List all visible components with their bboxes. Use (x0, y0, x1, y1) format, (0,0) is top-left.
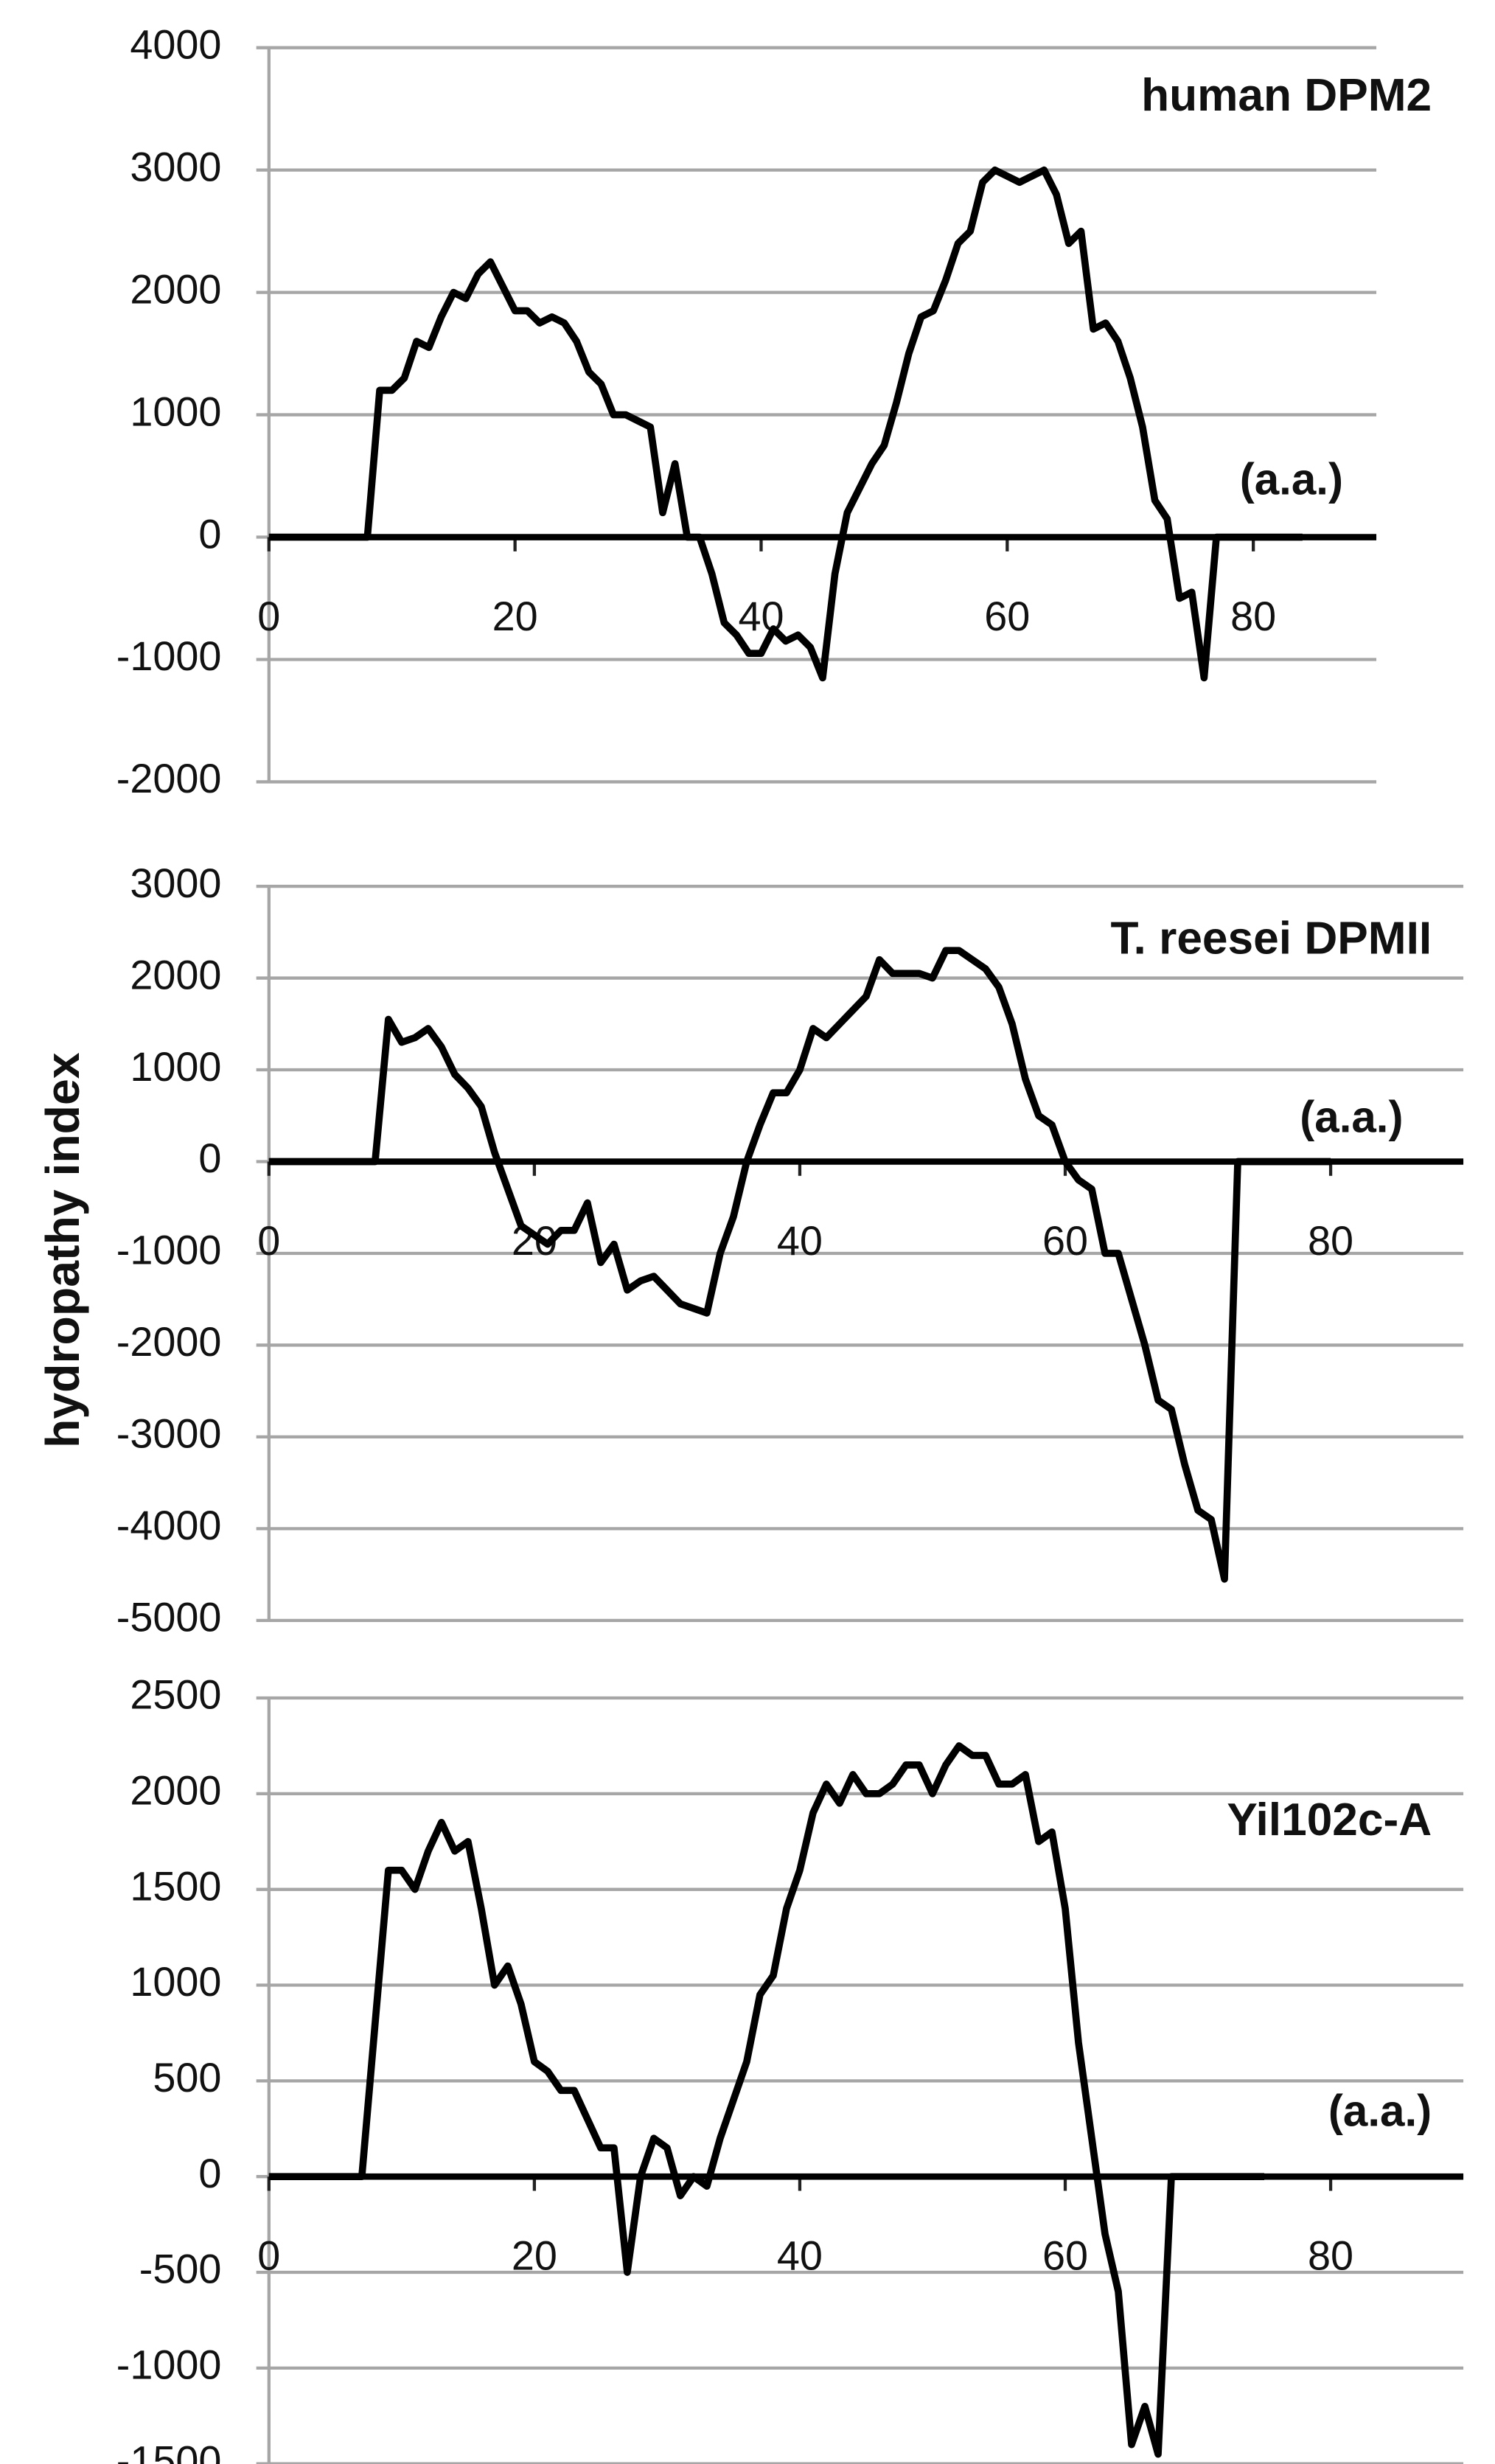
data-line (268, 947, 1331, 1583)
x-tick-label: 20 (492, 593, 538, 639)
x-tick-label: 20 (512, 2232, 557, 2279)
y-tick-label: 0 (198, 1135, 221, 1181)
y-tick-label: 0 (198, 2150, 221, 2196)
x-tick-label: 80 (1230, 593, 1276, 639)
y-tick-label: 2000 (130, 951, 221, 998)
y-tick-label: -1000 (116, 1227, 222, 1273)
y-tick-label: -2000 (116, 755, 222, 801)
x-tick-label: 60 (1042, 2232, 1088, 2279)
y-tick-label: 1000 (130, 1958, 221, 2005)
x-tick-label: 0 (257, 1217, 280, 1264)
y-tick-label: -4000 (116, 1502, 222, 1548)
y-tick-label: 1000 (130, 1043, 221, 1090)
x-axis-annotation: (a.a.) (1240, 455, 1343, 504)
data-line (268, 1742, 1265, 2458)
x-tick-label: 0 (257, 593, 280, 639)
x-tick-label: 60 (1042, 1217, 1088, 1264)
y-tick-label: 2000 (130, 1767, 221, 1814)
x-axis-annotation: (a.a.) (1300, 1093, 1403, 1142)
y-tick-label: 3000 (130, 860, 221, 906)
y-tick-label: -500 (139, 2246, 222, 2292)
x-tick-label: 60 (984, 593, 1030, 639)
x-tick-label: 40 (777, 2232, 823, 2279)
x-tick-label: 80 (1308, 1217, 1353, 1264)
y-tick-label: 3000 (130, 143, 221, 189)
chart-title: T. reesei DPMII (1110, 913, 1432, 964)
x-tick-label: 40 (777, 1217, 823, 1264)
y-axis-label: hydropathy index (36, 1052, 89, 1448)
x-tick-label: 80 (1308, 2232, 1353, 2279)
y-tick-label: 2500 (130, 1671, 221, 1718)
y-tick-label: -5000 (116, 1594, 222, 1640)
data-line (268, 166, 1303, 682)
y-tick-label: 2000 (130, 265, 221, 312)
y-tick-label: 1500 (130, 1862, 221, 1909)
x-axis-annotation: (a.a.) (1328, 2086, 1432, 2135)
x-tick-label: 0 (257, 2232, 280, 2279)
y-tick-label: -1000 (116, 2342, 222, 2388)
y-tick-label: -3000 (116, 1410, 222, 1457)
chart-title: Yil102c-A (1227, 1795, 1432, 1845)
chart-title: human DPM2 (1141, 70, 1432, 121)
y-tick-label: -1500 (116, 2437, 222, 2464)
y-tick-label: 1000 (130, 388, 221, 434)
y-tick-label: -2000 (116, 1318, 222, 1365)
y-tick-label: -1000 (116, 633, 222, 679)
y-tick-label: 500 (153, 2054, 221, 2101)
y-tick-label: 0 (198, 510, 221, 557)
y-tick-label: 4000 (130, 21, 221, 67)
